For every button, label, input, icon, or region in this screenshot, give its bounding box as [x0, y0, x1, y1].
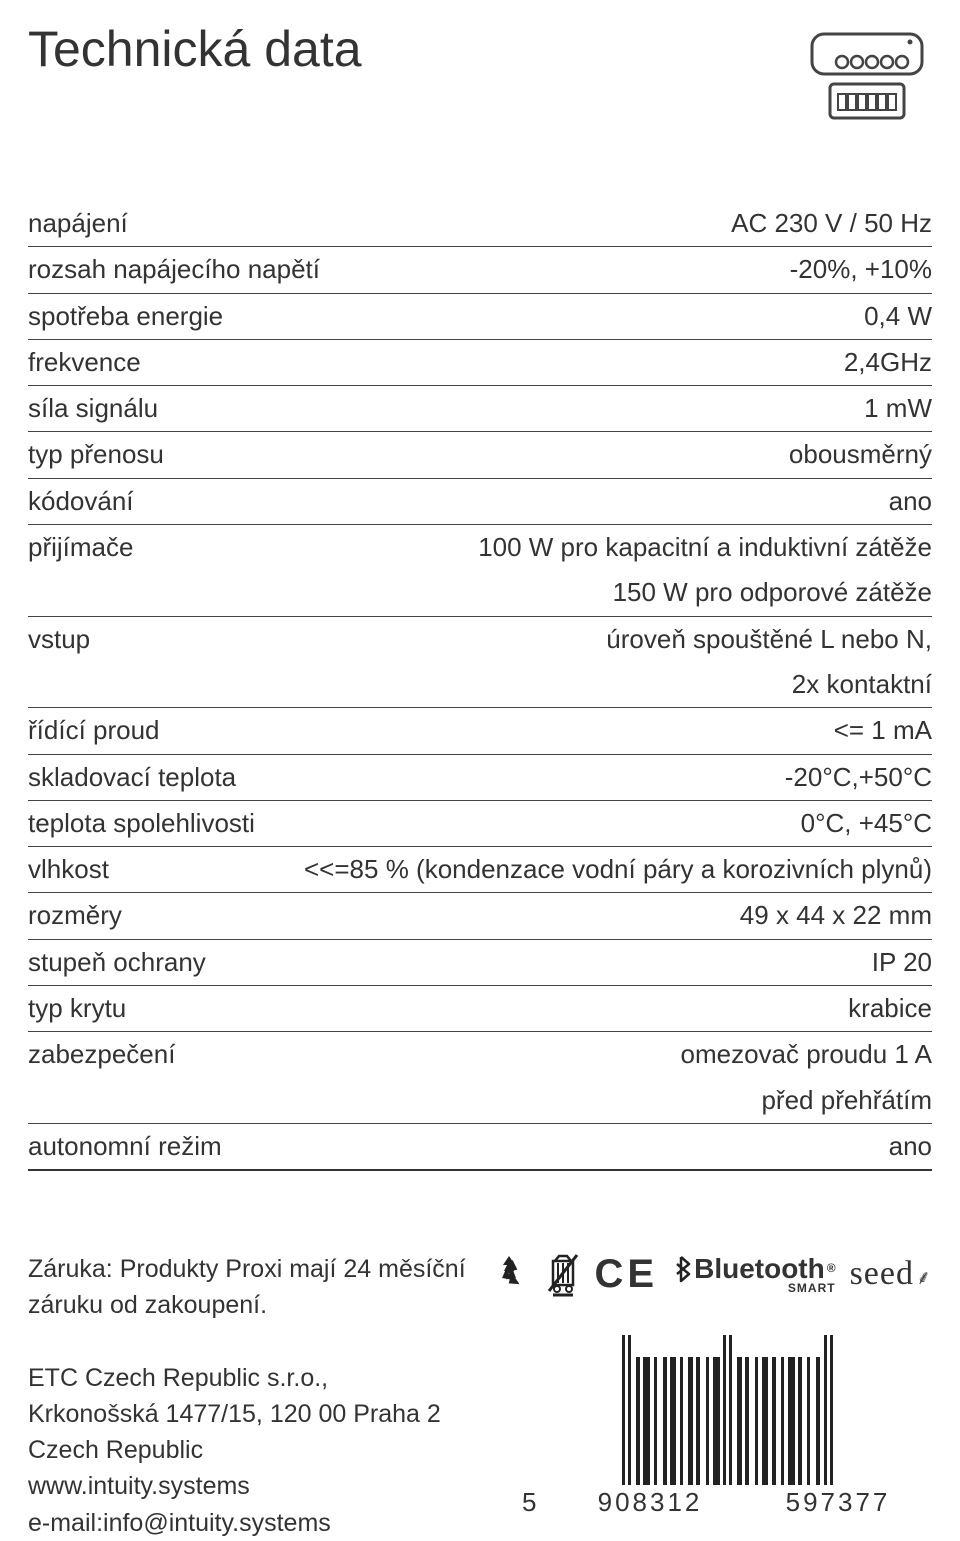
specs-table: napájeníAC 230 V / 50 Hzrozsah napájecíh…	[28, 201, 932, 1171]
spec-row: kódování ano	[28, 479, 932, 525]
spec-row: vlhkost <<=85 % (kondenzace vodní páry a …	[28, 847, 932, 893]
spec-value: 2x kontaktní	[792, 664, 932, 704]
bluetooth-smart-text: SMART	[788, 1283, 836, 1294]
company-email: e-mail:info@intuity.systems	[28, 1505, 487, 1541]
barcode-group2: 597377	[744, 1487, 932, 1518]
spec-row: frekvence 2,4GHz	[28, 340, 932, 386]
spec-row: typ přenosu obousměrný	[28, 432, 932, 478]
company-country: Czech Republic	[28, 1432, 487, 1468]
company-web: www.intuity.systems	[28, 1468, 487, 1504]
spec-label: přijímače	[28, 527, 133, 567]
spec-row: před přehřátím	[28, 1078, 932, 1124]
recycle-icon	[487, 1252, 531, 1296]
spec-value: 2,4GHz	[844, 342, 932, 382]
spec-label: řídící proud	[28, 710, 160, 750]
page-title: Technická data	[28, 20, 362, 78]
spec-label: vstup	[28, 619, 90, 659]
bluetooth-text: Bluetooth	[694, 1256, 825, 1281]
device-icon	[802, 26, 932, 131]
seed-logo: seed⸙	[850, 1255, 932, 1293]
spec-value: 49 x 44 x 22 mm	[740, 895, 932, 935]
spec-value: úroveň spouštěné L nebo N,	[606, 619, 932, 659]
spec-label: rozměry	[28, 895, 122, 935]
warranty-text: Záruka: Produkty Proxi mají 24 měsíční z…	[28, 1251, 487, 1324]
spec-row: stupeň ochrany IP 20	[28, 940, 932, 986]
spec-row: vstup úroveň spouštěné L nebo N,	[28, 617, 932, 662]
spec-row: skladovací teplota -20°C,+50°C	[28, 755, 932, 801]
spec-value: omezovač proudu 1 A	[681, 1034, 933, 1074]
spec-label: zabezpečení	[28, 1034, 175, 1074]
spec-value: ano	[889, 1126, 932, 1166]
spec-value: obousměrný	[789, 434, 932, 474]
spec-label: typ krytu	[28, 988, 126, 1028]
spec-label: spotřeba energie	[28, 296, 223, 336]
spec-row: spotřeba energie 0,4 W	[28, 294, 932, 340]
footer-left: Záruka: Produkty Proxi mají 24 měsíční z…	[28, 1251, 487, 1541]
spec-value: AC 230 V / 50 Hz	[731, 203, 932, 243]
ce-mark: CE	[595, 1252, 659, 1297]
barcode: 5 908312 597377	[522, 1335, 932, 1518]
spec-row: teplota spolehlivosti 0°C, +45°C	[28, 801, 932, 847]
spec-row: síla signálu 1 mW	[28, 386, 932, 432]
spec-value: 0°C, +45°C	[801, 803, 932, 843]
barcode-lead: 5	[522, 1487, 556, 1518]
spec-value: krabice	[848, 988, 932, 1028]
spec-row: řídící proud <= 1 mA	[28, 708, 932, 754]
spec-value: ano	[889, 481, 932, 521]
spec-row: typ krytu krabice	[28, 986, 932, 1032]
spec-row: 2x kontaktní	[28, 662, 932, 708]
spec-value: <= 1 mA	[834, 710, 932, 750]
spec-row: 150 W pro odporové zátěže	[28, 570, 932, 616]
spec-label: síla signálu	[28, 388, 158, 428]
spec-label: frekvence	[28, 342, 141, 382]
spec-label: typ přenosu	[28, 434, 164, 474]
spec-label: stupeň ochrany	[28, 942, 206, 982]
spec-label: skladovací teplota	[28, 757, 236, 797]
spec-row: rozsah napájecího napětí -20%, +10%	[28, 247, 932, 293]
spec-row: autonomní režim ano	[28, 1124, 932, 1171]
spec-value: 1 mW	[864, 388, 932, 428]
spec-label: autonomní režim	[28, 1126, 222, 1166]
spec-value: 150 W pro odporové zátěže	[613, 572, 932, 612]
spec-label: teplota spolehlivosti	[28, 803, 255, 843]
company-address: Krkonošská 1477/15, 120 00 Praha 2	[28, 1396, 487, 1432]
spec-value: <<=85 % (kondenzace vodní páry a koroziv…	[304, 849, 932, 889]
spec-row: napájení AC 230 V / 50 Hz	[28, 201, 932, 247]
spec-value: 100 W pro kapacitní a induktivní zátěže	[478, 527, 932, 567]
certification-logos: CE Bluetooth® SMART seed⸙	[487, 1251, 932, 1297]
spec-value: -20%, +10%	[790, 249, 932, 289]
spec-value: -20°C,+50°C	[785, 757, 932, 797]
spec-value: IP 20	[872, 942, 932, 982]
spec-label: napájení	[28, 203, 128, 243]
spec-label: vlhkost	[28, 849, 109, 889]
spec-label: rozsah napájecího napětí	[28, 249, 320, 289]
spec-row: zabezpečení omezovač proudu 1 A	[28, 1032, 932, 1077]
spec-value: před přehřátím	[761, 1080, 932, 1120]
spec-row: přijímače 100 W pro kapacitní a induktivn…	[28, 525, 932, 570]
spec-row: rozměry 49 x 44 x 22 mm	[28, 893, 932, 939]
weee-icon	[545, 1251, 581, 1297]
barcode-group1: 908312	[556, 1487, 744, 1518]
bluetooth-logo: Bluetooth® SMART	[672, 1255, 835, 1294]
spec-label: kódování	[28, 481, 134, 521]
company-name: ETC Czech Republic s.r.o.,	[28, 1360, 487, 1396]
spec-value: 0,4 W	[864, 296, 932, 336]
